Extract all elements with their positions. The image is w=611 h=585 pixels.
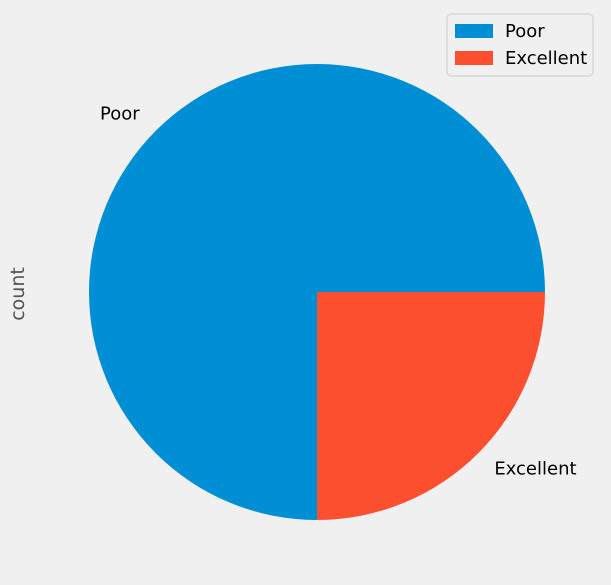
pie-slices (89, 64, 545, 520)
legend-entries: Poor Excellent (455, 21, 587, 69)
legend-label-poor: Poor (505, 21, 545, 42)
legend: Poor Excellent (446, 13, 594, 77)
slice-label-poor: Poor (100, 104, 140, 125)
legend-swatch-poor (455, 24, 493, 38)
pie-slice-excellent (317, 292, 545, 520)
legend-label-excellent: Excellent (505, 48, 587, 69)
slice-label-excellent: Excellent (494, 458, 576, 479)
slice-labels: Poor Excellent (100, 104, 577, 480)
legend-swatch-excellent (455, 51, 493, 65)
y-axis-label: count (7, 267, 29, 321)
